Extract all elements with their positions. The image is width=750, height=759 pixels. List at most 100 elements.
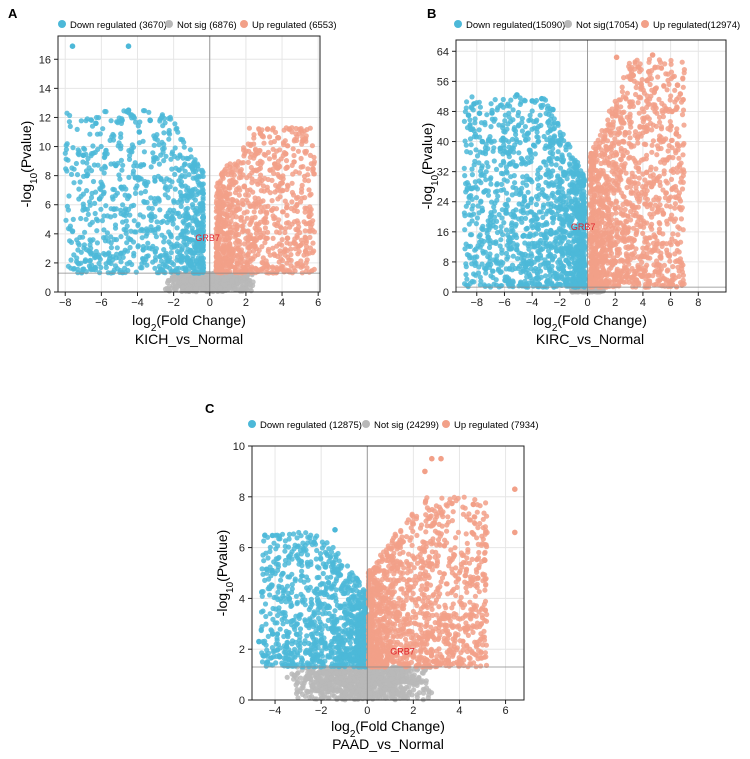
data-point [291,159,296,164]
data-point [275,267,280,272]
data-point [193,187,198,192]
data-point [65,158,70,163]
data-point [91,179,96,184]
data-point [229,197,234,202]
data-point [93,211,98,216]
data-point [146,206,151,211]
data-point [570,277,575,282]
data-point [197,208,202,213]
data-point [535,223,540,228]
data-point [570,247,575,252]
data-point [92,201,97,206]
data-point [464,99,469,104]
data-point [233,240,238,245]
data-point [155,156,160,161]
data-point [670,264,675,269]
data-point [295,218,300,223]
data-point [516,250,521,255]
data-point [110,187,115,192]
data-point [302,195,307,200]
data-point [486,262,491,267]
data-point [568,163,573,168]
data-point [534,134,539,139]
data-point [251,136,256,141]
data-point [175,156,180,161]
data-point [218,285,223,290]
data-point [81,202,86,207]
data-point [271,147,276,152]
data-point [306,178,311,183]
outlier-point [118,185,124,191]
gene-annotation-label: GRB7 [195,233,220,243]
data-point [166,239,171,244]
data-point [529,197,534,202]
legend-label-notsig: Not sig(17054) [576,20,638,31]
panel-b: B Down regulated(15090) Not sig(17054) U… [419,6,740,347]
data-point [232,210,237,215]
data-point [185,185,190,190]
data-point [566,202,571,207]
data-point [263,153,268,158]
data-point [575,207,580,212]
outlier-point [498,146,504,152]
data-point [64,111,69,116]
data-point [180,228,185,233]
data-point [462,173,467,178]
data-point [120,163,125,168]
data-point [508,174,513,179]
data-point [106,250,111,255]
data-point [119,158,124,163]
data-point [485,235,490,240]
data-point [174,258,179,263]
data-point [197,281,202,286]
data-point [84,247,89,252]
data-point [135,223,140,228]
data-point [100,184,105,189]
data-point [522,98,527,103]
data-point [131,145,136,150]
outlier-point [466,112,472,118]
data-point [100,218,105,223]
data-point [254,231,259,236]
data-point [519,256,524,261]
data-point [161,130,166,135]
data-point [510,185,515,190]
data-point [155,137,160,142]
data-point [569,213,574,218]
data-point [169,167,174,172]
data-point [257,235,262,240]
data-point [145,241,150,246]
data-point [201,265,206,270]
data-point [194,220,199,225]
data-point [554,199,559,204]
data-point [139,265,144,270]
data-point [84,160,89,165]
data-point [528,159,533,164]
data-point [307,235,312,240]
data-point [280,237,285,242]
legend-label-up: Up regulated(12974) [653,20,740,31]
data-point [192,208,197,213]
data-point [478,169,483,174]
data-point [476,203,481,208]
data-point [520,128,525,133]
outlier-point [471,101,477,107]
data-point [492,139,497,144]
data-point [100,126,105,131]
outlier-point [514,92,520,98]
outlier-point [272,161,278,167]
data-point [563,250,568,255]
data-point [566,171,571,176]
outlier-point [265,126,271,132]
data-point [491,282,496,287]
data-point [181,279,186,284]
data-point [199,174,204,179]
outlier-point [306,214,312,220]
data-point [472,263,477,268]
data-point [125,261,130,266]
data-point [488,175,493,180]
data-point [167,255,172,260]
data-point [546,183,551,188]
data-point [162,270,167,275]
data-point [462,119,467,124]
